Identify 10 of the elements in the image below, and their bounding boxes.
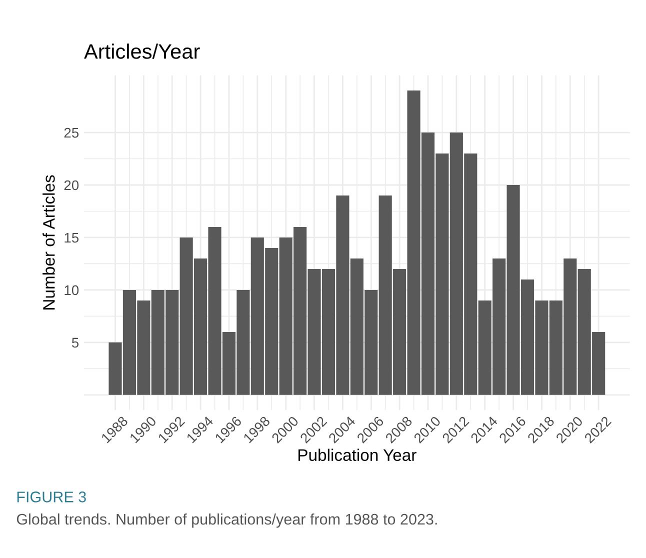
y-tick-label: 20 <box>64 180 79 190</box>
caption: FIGURE 3 <box>17 492 86 502</box>
y-tick-label: 25 <box>64 128 79 138</box>
y-tick-label: 15 <box>64 232 79 243</box>
y-tick-label: 10 <box>64 285 79 296</box>
text: Global trends. Number of publications/year from 1988 to 2023. <box>16 513 437 528</box>
chart-title: Articles/Year <box>84 44 200 59</box>
y-axis-title: Number of Articles <box>42 175 55 310</box>
x-axis-title: Publication Year <box>298 448 416 462</box>
y-tick-label: 5 <box>72 338 79 348</box>
